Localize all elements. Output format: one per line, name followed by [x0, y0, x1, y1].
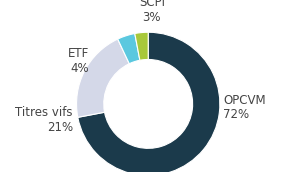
Text: SCPI
3%: SCPI 3% [139, 0, 165, 24]
Wedge shape [76, 39, 129, 117]
Wedge shape [78, 32, 220, 172]
Text: Titres vifs
21%: Titres vifs 21% [16, 106, 73, 134]
Wedge shape [118, 34, 140, 64]
Text: OPCVM
72%: OPCVM 72% [224, 94, 266, 121]
Text: ETF
4%: ETF 4% [68, 47, 89, 75]
Wedge shape [135, 32, 148, 60]
